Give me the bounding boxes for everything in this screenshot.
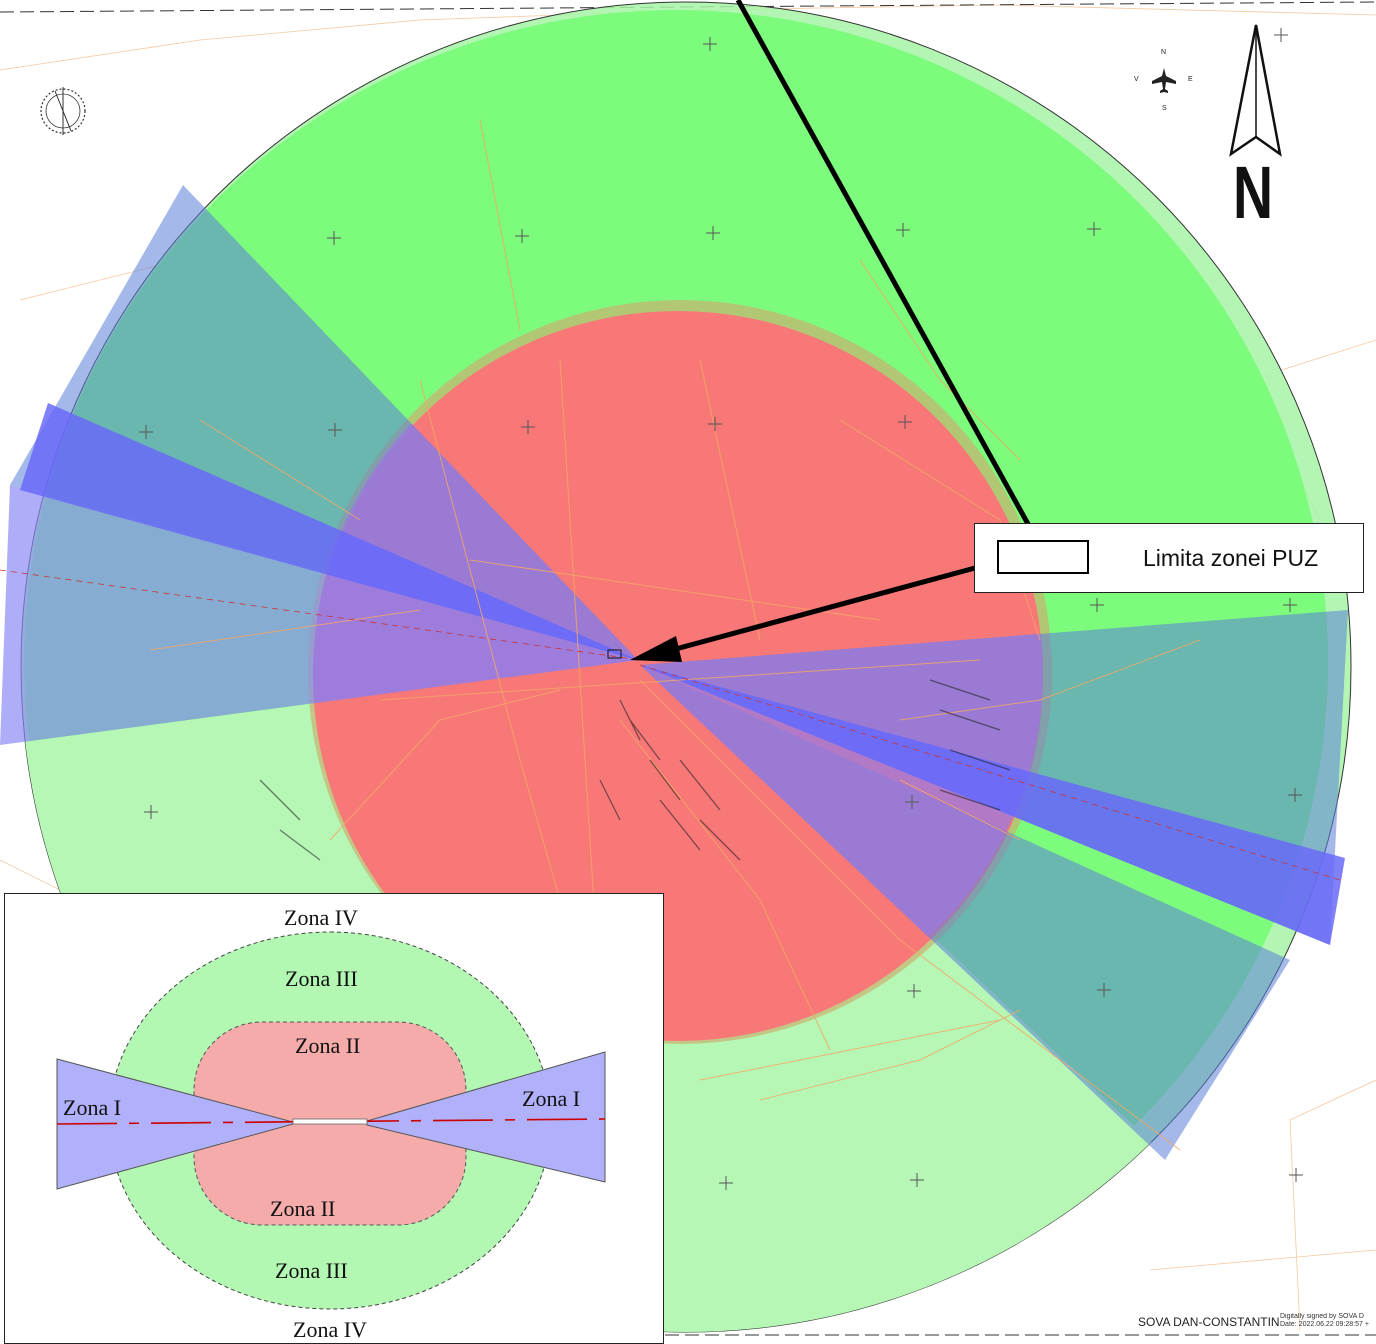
schematic-runway-axis — [56, 1118, 606, 1125]
inset-zona-ii-bottom: Zona II — [270, 1196, 336, 1221]
compass-north-label: N — [1161, 49, 1167, 56]
puz-limit-swatch — [997, 540, 1089, 574]
schematic-zone-i-right — [366, 1051, 606, 1183]
inset-zona-iv-bottom: Zona IV — [293, 1317, 367, 1342]
north-arrow-letter: N — [1233, 151, 1274, 234]
inset-zona-ii-top: Zona II — [295, 1033, 361, 1058]
inset-zona-i-right: Zona I — [522, 1086, 581, 1111]
signature-digital-note: Digitally signed by SOVA D Date: 2022.06… — [1280, 1313, 1369, 1328]
zones-schematic — [56, 931, 606, 1310]
zones-schematic-inset: Zona IV Zona III Zona II Zona I Zona I Z… — [4, 893, 664, 1344]
inset-zona-i-left: Zona I — [63, 1095, 122, 1120]
leader-line-north — [735, 0, 1031, 526]
puz-boundary[interactable] — [607, 649, 622, 659]
wind-rose-icon — [40, 87, 86, 135]
inset-zona-iii-bottom: Zona III — [275, 1258, 348, 1283]
compass-west-label: V — [1134, 76, 1139, 83]
inset-zona-iii-top: Zona III — [285, 966, 358, 991]
schematic-runway — [292, 1118, 368, 1125]
compass-south-label: S — [1162, 105, 1167, 112]
puz-limit-label: Limita zonei PUZ — [1143, 545, 1319, 571]
runway-axis — [0, 569, 1341, 881]
arrowhead-icon — [630, 636, 682, 662]
grid-crosses — [139, 28, 1303, 1190]
leader-line-arrow — [671, 565, 976, 653]
dense-built-areas — [259, 679, 1011, 861]
compass-east-label: E — [1188, 76, 1193, 83]
signature-name: SOVA DAN-CONSTANTIN — [1138, 1315, 1280, 1329]
inset-zona-iv-top: Zona IV — [284, 905, 358, 930]
airplane-icon — [1152, 68, 1176, 93]
legend-box: Limita zonei PUZ — [974, 523, 1364, 593]
